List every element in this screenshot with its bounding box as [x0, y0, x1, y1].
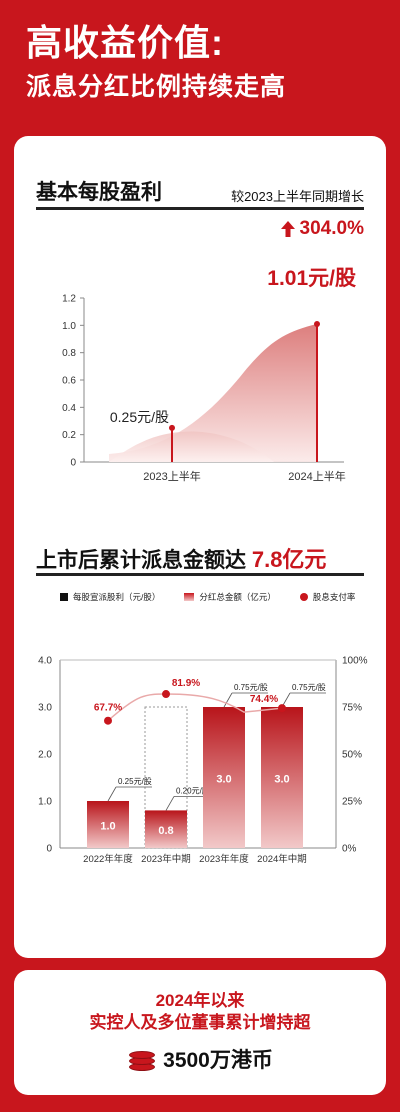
div-y-tick-label: 3.0 — [38, 703, 52, 714]
legend-total: 分红总金额（亿元） — [184, 591, 276, 603]
dividend-title-amount: 7.8亿元 — [251, 547, 327, 572]
div-y2-tick-label: 75% — [342, 703, 362, 714]
eps-y-tick-label: 0.2 — [62, 430, 76, 441]
bottom-card: 2024年以来 实控人及多位董事累计增持超 3500万港币 — [14, 970, 386, 1095]
dividend-bar-chart: 0 1.0 2.0 3.0 4.0 0% 25% 50% 75% 100% 1.0 0.25元/股 20… — [38, 656, 368, 866]
div-bar — [261, 707, 303, 848]
div-x-tick-label: 2024年中期 — [257, 853, 307, 865]
div-bar — [203, 707, 245, 848]
up-arrow-icon — [280, 221, 295, 237]
bottom-line2: 实控人及多位董事累计增持超 — [89, 1013, 311, 1032]
eps-y-tick-label: 0.8 — [62, 348, 76, 359]
eps-y-tick-label: 0.6 — [62, 376, 76, 387]
div-x-tick-label: 2022年年度 — [83, 853, 133, 865]
div-bar — [87, 801, 129, 848]
bottom-line1: 2024年以来 — [155, 991, 245, 1010]
div-y-tick-label: 4.0 — [38, 656, 52, 667]
legend-dps-label: 每股宣派股利（元/股） — [73, 592, 161, 602]
div-bar-value: 0.8 — [158, 825, 173, 837]
bottom-line3: 3500万港币 — [127, 1044, 273, 1074]
div-dps-label: 0.75元/股 — [292, 683, 326, 692]
eps-area-chart: 0 0.2 0.4 0.6 0.8 1.0 1.2 0.25元/股 2023上半年 2024上半年 — [62, 294, 346, 484]
div-dps-label: 0.20元/股 — [176, 786, 210, 795]
legend-total-swatch — [184, 593, 195, 601]
eps-x-tick-label: 2023上半年 — [143, 469, 200, 483]
div-x-tick-label: 2023年中期 — [141, 853, 191, 865]
eps-y-tick-label: 0.4 — [62, 403, 76, 414]
legend-payout-swatch — [299, 593, 308, 601]
legend-dps: 每股宣派股利（元/股） — [60, 591, 160, 603]
page-subtitle: 派息分红比例持续走高 — [26, 73, 287, 101]
legend-payout-label: 股息支付率 — [312, 592, 356, 602]
div-dps-leader — [107, 786, 117, 802]
eps-title: 基本每股盈利 — [36, 181, 162, 204]
div-bar-value: 3.0 — [216, 774, 231, 786]
div-dps-label: 0.25元/股 — [118, 777, 152, 786]
legend-total-label: 分红总金额（亿元） — [199, 592, 276, 602]
bottom-amount: 3500万港币 — [163, 1049, 273, 1072]
eps-y-tick-label: 0 — [70, 458, 76, 469]
main-card: 基本每股盈利 较2023上半年同期增长 304.0% 1.01元/股 0 0.2 0… — [14, 136, 386, 958]
div-y-tick-label: 2.0 — [38, 750, 52, 761]
dividend-divider — [36, 573, 364, 576]
div-bar — [145, 810, 187, 848]
dividend-title-prefix: 上市后累计派息金额达 — [36, 549, 246, 572]
div-y-tick-label: 0 — [46, 844, 52, 855]
eps-divider — [36, 207, 364, 210]
div-payout-point — [162, 690, 170, 699]
div-y2-tick-label: 0% — [342, 844, 357, 855]
eps-x-tick-label: 2024上半年 — [288, 469, 345, 483]
eps-label-2024: 1.01元/股 — [267, 267, 356, 290]
eps-growth: 304.0% — [279, 218, 364, 240]
eps-compare-label: 较2023上半年同期增长 — [231, 189, 364, 204]
eps-point-2023 — [169, 424, 175, 431]
div-payout-label: 74.4% — [250, 694, 278, 705]
eps-area-2024 — [109, 323, 317, 462]
dividend-title: 上市后累计派息金额达 7.8亿元 — [36, 542, 326, 574]
div-y2-tick-label: 50% — [342, 750, 362, 761]
eps-y-tick-label: 1.2 — [62, 294, 76, 305]
div-dps-leader — [223, 692, 233, 708]
div-y2-tick-label: 25% — [342, 797, 362, 808]
div-y-tick-label: 1.0 — [38, 797, 52, 808]
div-payout-label: 67.7% — [94, 703, 122, 714]
eps-label-2023: 0.25元/股 — [110, 409, 169, 425]
div-bar-value: 3.0 — [274, 774, 289, 786]
div-x-tick-label: 2023年年度 — [199, 853, 249, 865]
div-payout-label: 81.9% — [172, 678, 200, 689]
coin-stack-icon — [127, 1046, 157, 1072]
div-payout-point — [104, 716, 112, 725]
page-title: 高收益价值: — [26, 22, 224, 63]
div-y2-tick-label: 100% — [342, 656, 368, 667]
div-dps-leader — [165, 796, 175, 811]
dividend-legend: 每股宣派股利（元/股） 分红总金额（亿元） 股息支付率 — [60, 591, 355, 603]
legend-payout: 股息支付率 — [299, 591, 356, 603]
eps-area-2023 — [109, 431, 274, 462]
page-header: 高收益价值: 派息分红比例持续走高 — [26, 22, 286, 104]
div-bar-value: 1.0 — [100, 821, 115, 833]
div-payout-point — [278, 704, 286, 713]
legend-dps-swatch — [60, 593, 68, 601]
eps-growth-value: 304.0% — [299, 218, 364, 239]
eps-point-2024 — [314, 320, 320, 327]
eps-y-tick-label: 1.0 — [62, 321, 76, 332]
div-dps-label: 0.75元/股 — [234, 683, 268, 692]
